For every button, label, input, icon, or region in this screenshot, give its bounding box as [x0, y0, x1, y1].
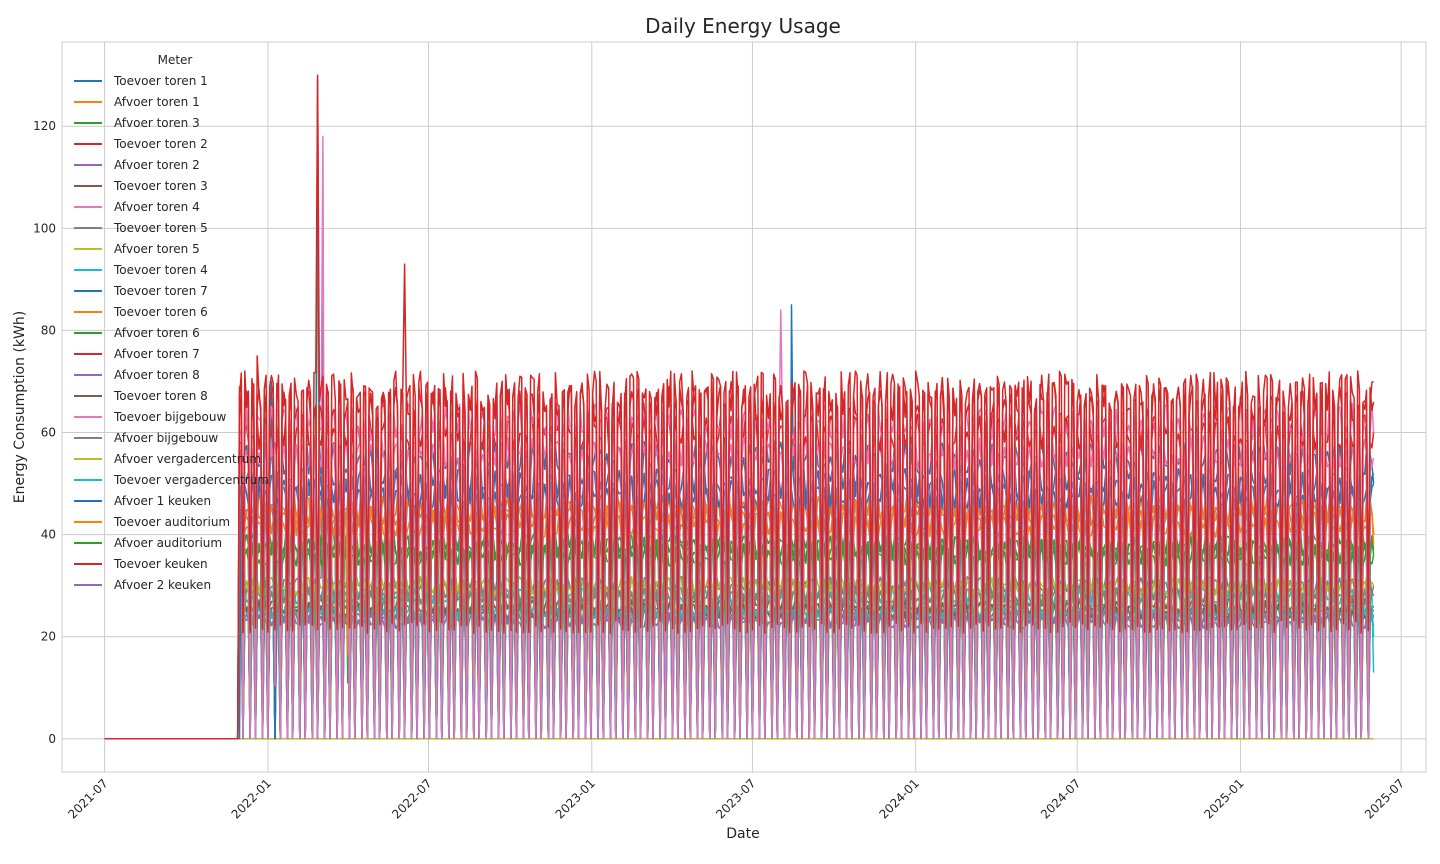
x-tick-label: 2025-07	[1362, 776, 1407, 821]
y-tick-label: 100	[33, 221, 56, 235]
y-tick-label: 0	[48, 732, 56, 746]
y-tick-label: 60	[41, 426, 56, 440]
x-tick-label: 2025-01	[1201, 776, 1246, 821]
legend-title: Meter	[158, 53, 193, 67]
x-tick-label: 2023-07	[713, 776, 758, 821]
legend: Meter Toevoer toren 1 Afvoer toren 1 Afvoe…	[74, 53, 269, 592]
legend-label: Toevoer toren 4	[113, 263, 208, 277]
legend-label: Afvoer toren 1	[114, 95, 200, 109]
legend-label: Toevoer toren 8	[113, 389, 208, 403]
x-tick-label: 2024-01	[876, 776, 921, 821]
legend-label: Afvoer toren 2	[114, 158, 200, 172]
legend-label: Toevoer toren 7	[113, 284, 208, 298]
legend-label: Toevoer auditorium	[113, 515, 230, 529]
legend-label: Afvoer toren 3	[114, 116, 200, 130]
legend-label: Afvoer toren 5	[114, 242, 200, 256]
x-tick-label: 2022-01	[229, 776, 274, 821]
legend-label: Toevoer toren 6	[113, 305, 208, 319]
x-tick-label: 2021-07	[65, 776, 110, 821]
legend-label: Toevoer vergadercentrum	[113, 473, 269, 487]
y-tick-label: 40	[41, 528, 56, 542]
legend-label: Afvoer vergadercentrum	[114, 452, 261, 466]
legend-label: Toevoer bijgebouw	[113, 410, 226, 424]
x-tick-label: 2023-01	[553, 776, 598, 821]
legend-label: Afvoer auditorium	[114, 536, 222, 550]
legend-label: Afvoer toren 7	[114, 347, 200, 361]
series-layer	[104, 74, 1375, 740]
legend-label: Afvoer 1 keuken	[114, 494, 211, 508]
x-tick-label: 2024-07	[1038, 776, 1083, 821]
legend-label: Toevoer toren 1	[113, 74, 208, 88]
legend-label: Toevoer toren 3	[113, 179, 208, 193]
x-axis-title: Date	[726, 826, 759, 842]
y-axis-title: Energy Consumption (kWh)	[12, 311, 28, 503]
y-tick-label: 20	[41, 630, 56, 644]
x-tick-label: 2022-07	[389, 776, 434, 821]
y-tick-label: 80	[41, 323, 56, 337]
legend-label: Afvoer 2 keuken	[114, 578, 211, 592]
legend-label: Afvoer toren 6	[114, 326, 200, 340]
chart-title: Daily Energy Usage	[645, 14, 841, 38]
legend-label: Afvoer bijgebouw	[114, 431, 218, 445]
legend-label: Toevoer toren 2	[113, 137, 208, 151]
y-tick-label: 120	[33, 119, 56, 133]
legend-label: Toevoer keuken	[113, 557, 208, 571]
series-line	[104, 74, 1374, 740]
legend-label: Afvoer toren 4	[114, 200, 200, 214]
legend-label: Toevoer toren 5	[113, 221, 208, 235]
legend-label: Afvoer toren 8	[114, 368, 200, 382]
